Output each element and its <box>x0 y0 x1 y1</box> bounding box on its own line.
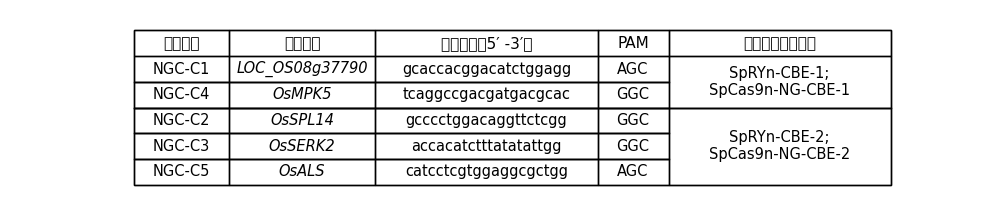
Text: 重组表达载体名称: 重组表达载体名称 <box>743 36 816 51</box>
Bar <box>598 30 669 56</box>
Bar <box>669 56 891 108</box>
Text: NGC-C4: NGC-C4 <box>153 87 210 102</box>
Bar <box>134 30 229 56</box>
Bar <box>375 82 598 108</box>
Text: NGC-C2: NGC-C2 <box>153 113 210 128</box>
Bar <box>375 56 598 82</box>
Bar <box>134 133 229 159</box>
Text: gcccctggacaggttctcgg: gcccctggacaggttctcgg <box>406 113 567 128</box>
Bar <box>375 108 598 133</box>
Bar <box>134 108 229 133</box>
Text: NGC-C3: NGC-C3 <box>153 139 210 154</box>
Text: AGC: AGC <box>617 164 649 179</box>
Text: 靶标基因: 靶标基因 <box>284 36 320 51</box>
Text: PAM: PAM <box>617 36 649 51</box>
Bar <box>375 133 598 159</box>
Bar <box>669 108 891 185</box>
Text: OsSPL14: OsSPL14 <box>270 113 334 128</box>
Bar <box>598 82 669 108</box>
Text: accacatctttatatattgg: accacatctttatatattgg <box>411 139 562 154</box>
Text: gcaccacggacatctggagg: gcaccacggacatctggagg <box>402 62 571 76</box>
Text: 靶点名称: 靶点名称 <box>163 36 200 51</box>
Text: 靶点序列（5′ -3′）: 靶点序列（5′ -3′） <box>441 36 532 51</box>
Bar <box>134 56 229 82</box>
Text: tcaggccgacgatgacgcac: tcaggccgacgatgacgcac <box>402 87 570 102</box>
Bar <box>598 56 669 82</box>
Text: NGC-C5: NGC-C5 <box>153 164 210 179</box>
Bar <box>598 159 669 185</box>
Bar <box>598 108 669 133</box>
Bar <box>134 82 229 108</box>
Bar <box>229 30 375 56</box>
Text: OsSERK2: OsSERK2 <box>269 139 335 154</box>
Text: SpRYn-CBE-1;
SpCas9n-NG-CBE-1: SpRYn-CBE-1; SpCas9n-NG-CBE-1 <box>709 66 850 98</box>
Text: NGC-C1: NGC-C1 <box>153 62 210 76</box>
Text: OsALS: OsALS <box>279 164 325 179</box>
Bar <box>134 159 229 185</box>
Bar <box>229 108 375 133</box>
Text: LOC_OS08g37790: LOC_OS08g37790 <box>236 61 368 77</box>
Bar <box>375 159 598 185</box>
Text: OsMPK5: OsMPK5 <box>272 87 332 102</box>
Text: catcctcgtggaggcgctgg: catcctcgtggaggcgctgg <box>405 164 568 179</box>
Text: GGC: GGC <box>617 113 650 128</box>
Bar <box>375 30 598 56</box>
Bar <box>229 159 375 185</box>
Bar <box>229 133 375 159</box>
Text: GGC: GGC <box>617 139 650 154</box>
Text: AGC: AGC <box>617 62 649 76</box>
Bar <box>598 133 669 159</box>
Bar <box>229 56 375 82</box>
Text: GGC: GGC <box>617 87 650 102</box>
Text: SpRYn-CBE-2;
SpCas9n-NG-CBE-2: SpRYn-CBE-2; SpCas9n-NG-CBE-2 <box>709 130 850 162</box>
Bar <box>669 30 891 56</box>
Bar <box>229 82 375 108</box>
